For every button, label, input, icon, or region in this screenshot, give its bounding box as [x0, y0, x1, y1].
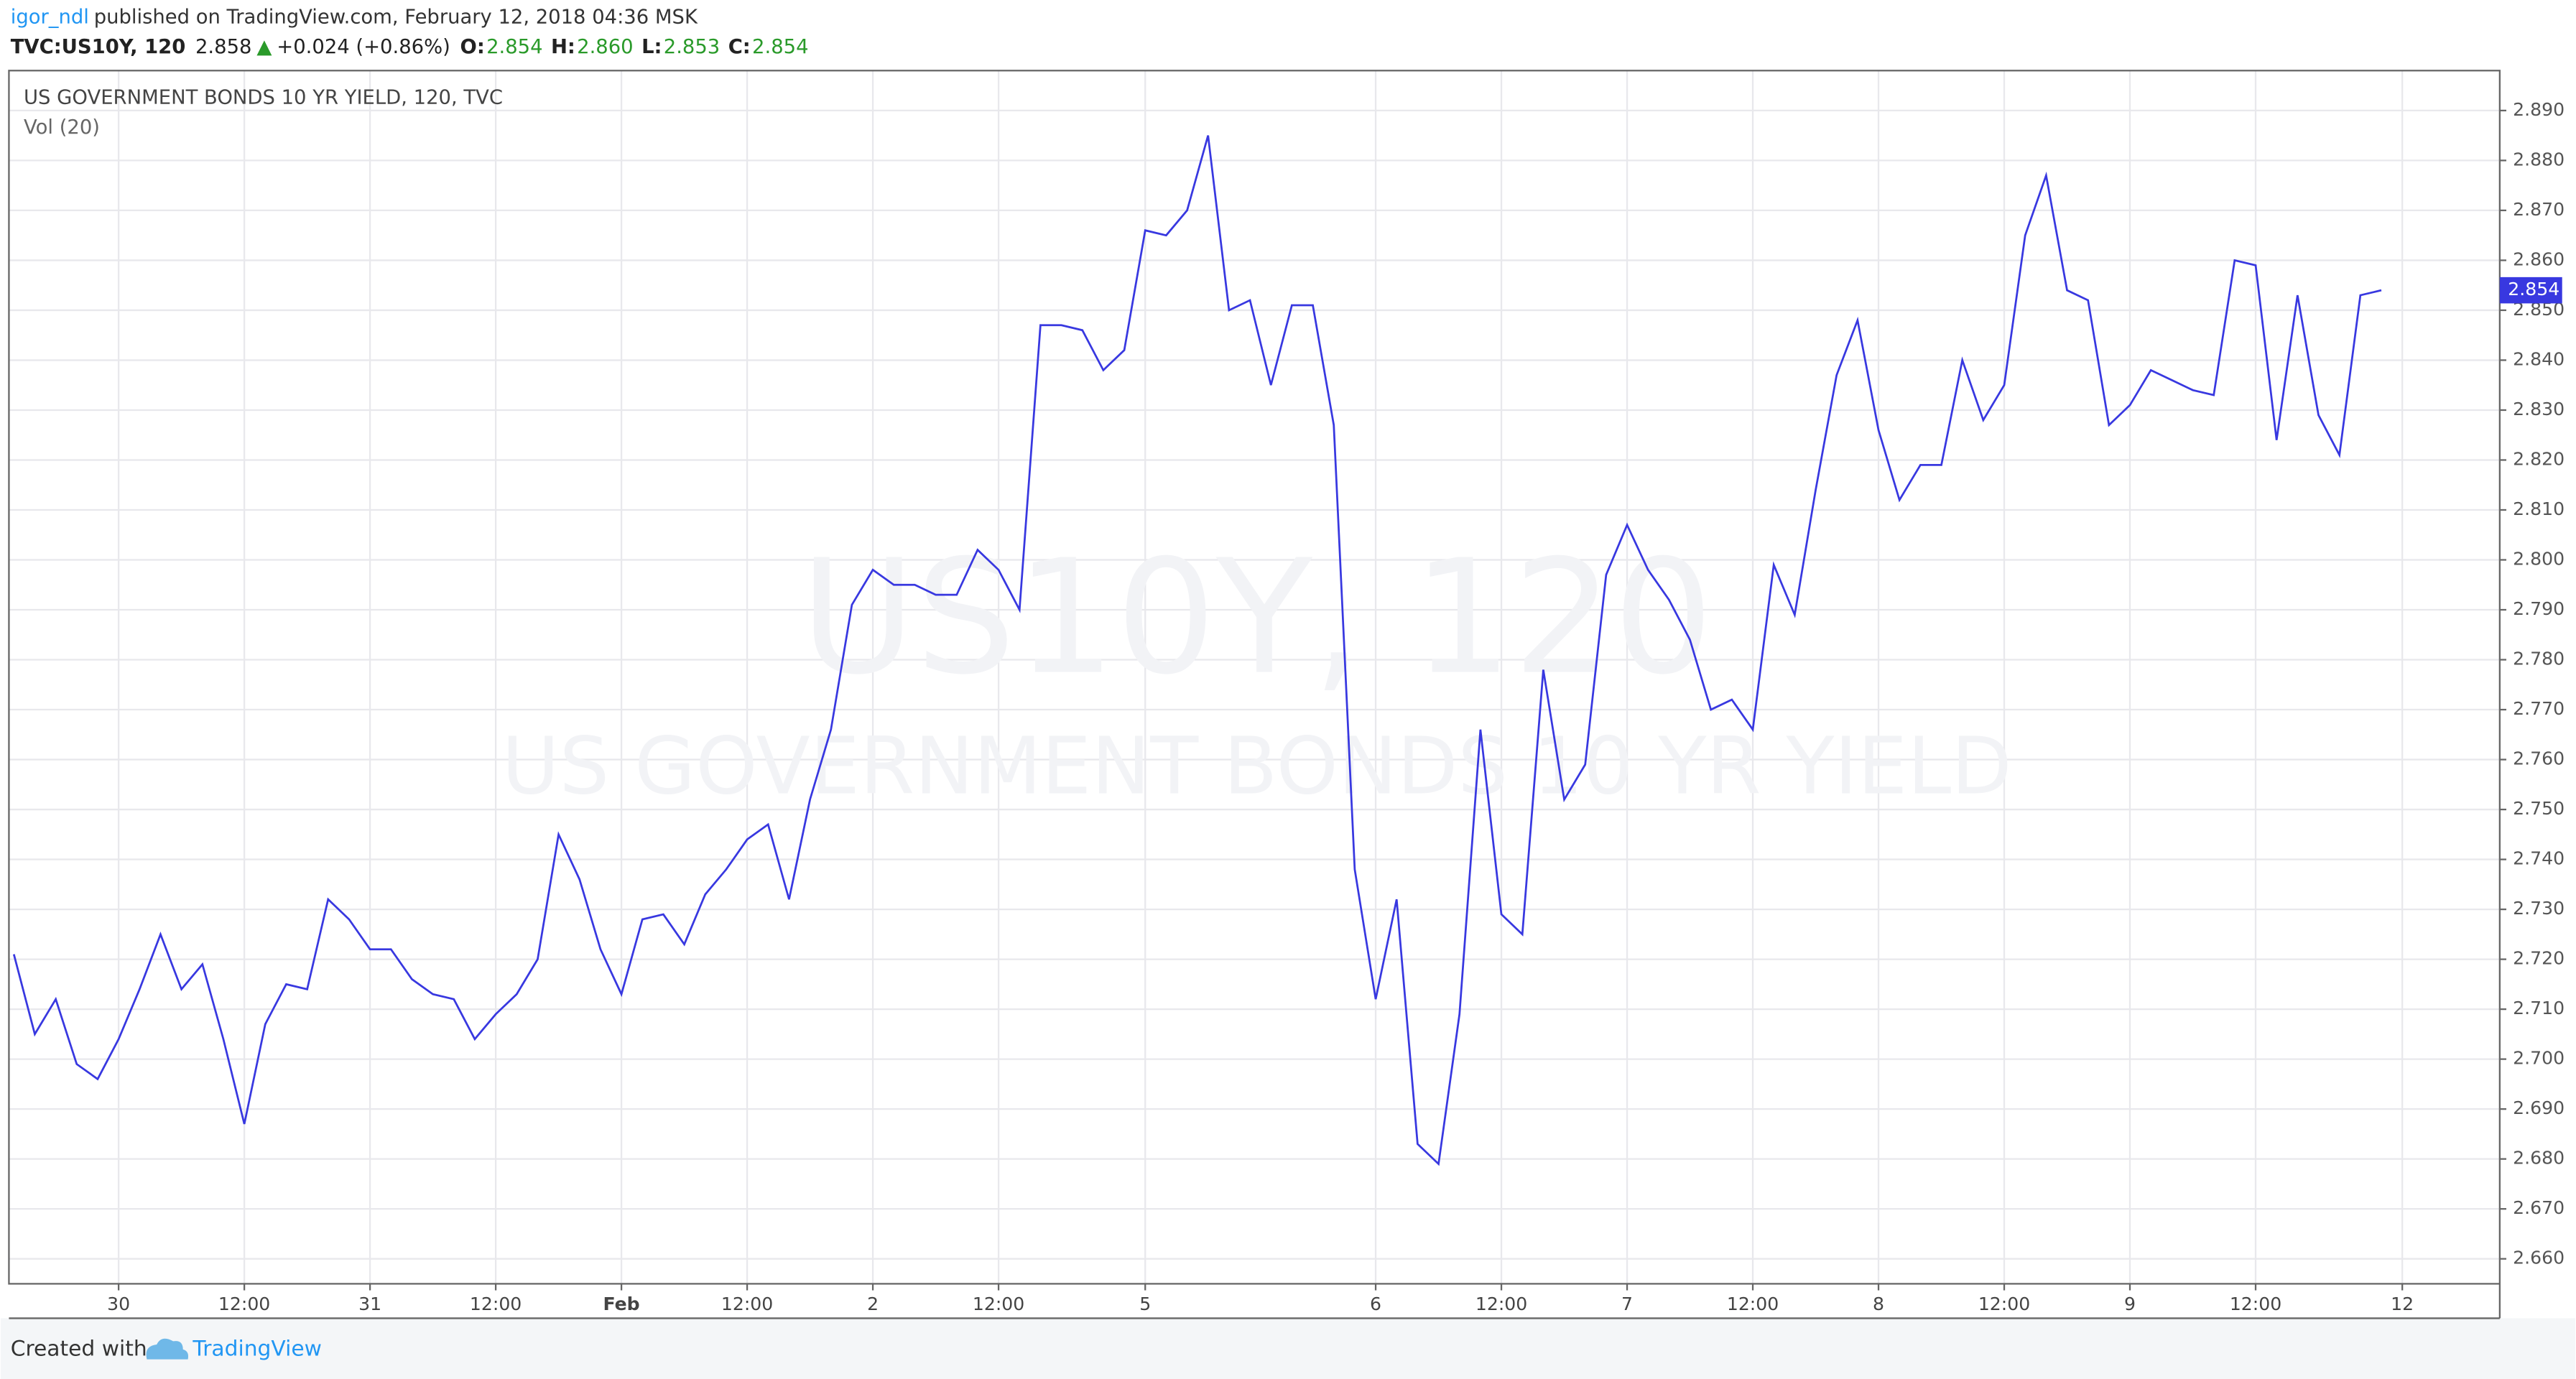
- header-low: 2.853: [664, 36, 720, 58]
- header-symbol: TVC:US10Y, 120: [11, 36, 186, 58]
- y-tick-label: 2.830: [2513, 399, 2565, 419]
- header-low-label: L:: [641, 36, 662, 58]
- x-tick-label: 12:00: [973, 1294, 1024, 1314]
- x-tick-label: 31: [358, 1294, 381, 1314]
- indicator: Vol (20): [24, 116, 100, 139]
- header-close-label: C:: [728, 36, 751, 58]
- price-line: [12, 135, 2382, 1166]
- x-tick-label: 12:00: [721, 1294, 773, 1314]
- x-tick-label: 8: [1873, 1294, 1884, 1314]
- tradingview-logo: [146, 1338, 189, 1360]
- x-tick-label: 5: [1139, 1294, 1151, 1314]
- x-tick-label: 2: [867, 1294, 879, 1314]
- footer-bar: [1, 1318, 2575, 1379]
- header-last: 2.858: [195, 36, 251, 58]
- plot-frame: [8, 70, 2501, 1285]
- y-tick-label: 2.890: [2513, 99, 2565, 120]
- x-tick-label: 30: [107, 1294, 130, 1314]
- header-open-label: O:: [460, 36, 485, 58]
- y-tick-label: 2.680: [2513, 1148, 2565, 1169]
- y-tick-label: 2.760: [2513, 748, 2565, 769]
- x-tick-label: 12:00: [2230, 1294, 2281, 1314]
- y-tick-label: 2.810: [2513, 498, 2565, 519]
- header-published: published on TradingView.com, February 1…: [94, 6, 698, 29]
- header-author: igor_ndl: [11, 6, 89, 29]
- y-tick-label: 2.880: [2513, 149, 2565, 170]
- header-high-label: H:: [551, 36, 575, 58]
- y-tick-label: 2.840: [2513, 348, 2565, 369]
- header-change: +0.024 (+0.86%): [277, 36, 450, 58]
- watermark: US10Y, 120 US GOVERNMENT BONDS 10 YR YIE…: [501, 525, 2011, 812]
- x-tick-label: Feb: [603, 1294, 640, 1314]
- footer-brand[interactable]: TradingView: [192, 1336, 321, 1361]
- x-tick-label: 12:00: [1475, 1294, 1527, 1314]
- y-tick-label: 2.670: [2513, 1197, 2565, 1218]
- x-tick-label: 12:00: [218, 1294, 270, 1314]
- y-tick-label: 2.710: [2513, 998, 2565, 1018]
- x-tick-label: 12:00: [1727, 1294, 1779, 1314]
- watermark-title: US10Y, 120: [800, 525, 1713, 709]
- y-tick-label: 2.860: [2513, 249, 2565, 269]
- y-tick-label: 2.730: [2513, 898, 2565, 919]
- y-tick-label: 2.700: [2513, 1048, 2565, 1069]
- watermark-subtitle: US GOVERNMENT BONDS 10 YR YIELD: [501, 720, 2011, 812]
- y-tick-label: 2.740: [2513, 848, 2565, 869]
- plot: [12, 135, 2382, 1166]
- x-tick-label: 12:00: [1978, 1294, 2030, 1314]
- legend: US GOVERNMENT BONDS 10 YR YIELD, 120, TV…: [24, 87, 503, 109]
- y-tick-label: 2.790: [2513, 598, 2565, 619]
- x-tick-label: 12:00: [470, 1294, 522, 1314]
- y-tick-label: 2.660: [2513, 1248, 2565, 1268]
- header-close: 2.854: [752, 36, 808, 58]
- y-tick-label: 2.690: [2513, 1097, 2565, 1118]
- footer-created: Created with: [11, 1336, 147, 1361]
- header-high: 2.860: [577, 36, 633, 58]
- y-tick-label: 2.780: [2513, 649, 2565, 669]
- price-tag: [2499, 277, 2562, 304]
- x-tick-label: 6: [1370, 1294, 1381, 1314]
- y-tick-label: 2.800: [2513, 549, 2565, 570]
- y-tick-label: 2.870: [2513, 199, 2565, 220]
- y-tick-label: 2.820: [2513, 448, 2565, 469]
- x-tick-label: 7: [1621, 1294, 1633, 1314]
- y-tick-label: 2.720: [2513, 948, 2565, 969]
- price-tag-label: 2.854: [2508, 279, 2559, 300]
- header-arrow: ▲: [256, 36, 272, 58]
- grid: 2.660 2.670 2.680 2.690 2.700 2.710 2.720 2.730…: [9, 70, 2565, 1314]
- y-tick-label: 2.750: [2513, 798, 2565, 819]
- header-open: 2.854: [486, 36, 542, 58]
- x-tick-label: 9: [2124, 1294, 2136, 1314]
- x-tick-label: 12: [2391, 1294, 2414, 1314]
- header: igor_ndl published on TradingView.com, Fe…: [11, 6, 809, 58]
- y-tick-label: 2.770: [2513, 698, 2565, 719]
